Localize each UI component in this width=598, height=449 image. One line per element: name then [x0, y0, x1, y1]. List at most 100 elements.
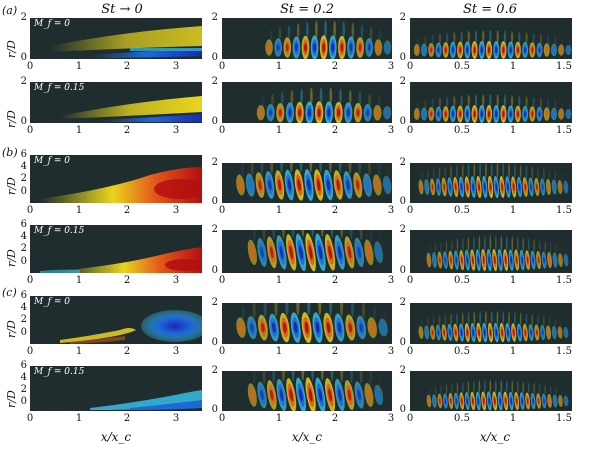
upper-lobe [500, 379, 503, 394]
xtick: 3 [387, 125, 395, 136]
upper-lobe [490, 310, 493, 325]
negative-lobe [553, 254, 557, 266]
upper-lobe [263, 303, 267, 318]
upper-lobe [432, 168, 435, 181]
negative-lobe [564, 397, 568, 405]
upper-lobe [519, 164, 522, 179]
xtick: 2 [123, 61, 131, 72]
upper-lobe [384, 308, 387, 321]
upper-lobe [372, 304, 376, 320]
panel-a-top-st02 [222, 18, 392, 59]
mach-label: M_f = 0 [34, 156, 71, 166]
field-c-bottom-st02 [247, 371, 384, 411]
xtick: 0 [26, 205, 34, 216]
ytick: 2 [399, 224, 406, 235]
xtick: 1 [275, 125, 283, 136]
xtick: 1.5 [556, 346, 572, 357]
xtick: 0 [218, 61, 226, 72]
negative-lobe [543, 256, 546, 264]
xtick: 2 [331, 346, 339, 357]
upper-lobe [511, 380, 514, 394]
negative-lobe [307, 178, 311, 192]
ytick: 2 [399, 12, 406, 23]
positive-lobe [439, 398, 441, 404]
positive-lobe [278, 109, 282, 117]
negative-lobe [271, 322, 276, 333]
ytick: 6 [20, 219, 27, 230]
positive-lobe [297, 179, 301, 191]
upper-lobe [348, 89, 352, 105]
negative-lobe [499, 255, 502, 265]
xtick: 1 [275, 413, 283, 424]
upper-lobe [525, 32, 528, 44]
negative-lobe [460, 329, 463, 337]
upper-lobe [460, 95, 463, 108]
panel-c-top-st06 [410, 303, 572, 344]
xtick: 2 [123, 413, 131, 424]
negative-lobe [337, 245, 342, 259]
upper-lobe [555, 386, 557, 396]
upper-lobe [548, 316, 551, 327]
negative-lobe [541, 329, 544, 336]
positive-lobe [358, 43, 362, 52]
upper-lobe [339, 88, 342, 104]
upper-lobe [305, 21, 309, 39]
upper-lobe [300, 88, 304, 104]
negative-lobe [359, 323, 364, 333]
upper-lobe [531, 314, 534, 326]
upper-lobe [473, 236, 475, 252]
upper-lobe [544, 241, 546, 254]
field-b-top-st06 [418, 163, 569, 199]
xtick: 0 [406, 346, 414, 357]
ytick: 2 [20, 173, 27, 184]
positive-lobe [261, 322, 265, 333]
upper-lobe [532, 33, 535, 44]
upper-lobe [377, 163, 381, 177]
upper-lobe [445, 384, 448, 395]
positive-lobe [477, 328, 480, 337]
negative-lobe [293, 321, 298, 334]
field-b-bottom-st0 [40, 247, 202, 273]
negative-lobe [488, 397, 491, 405]
upper-lobe [527, 382, 530, 395]
upper-lobe [473, 380, 475, 394]
xtick: 1 [509, 346, 517, 357]
positive-lobe [308, 245, 313, 260]
field-a-bottom-st06 [413, 94, 572, 123]
upper-lobe [537, 166, 539, 180]
upper-lobe [544, 384, 546, 396]
upper-lobe [525, 313, 528, 326]
xtick: 0.5 [454, 125, 470, 136]
negative-lobe [425, 327, 429, 338]
upper-lobe [311, 230, 314, 237]
positive-lobe [524, 183, 527, 191]
upper-lobe [474, 30, 478, 43]
upper-lobe [542, 167, 545, 181]
upper-lobe [241, 163, 244, 177]
upper-lobe [473, 311, 476, 325]
negative-lobe [552, 181, 556, 193]
upper-lobe [518, 31, 521, 44]
xtick: 0 [406, 125, 414, 136]
positive-lobe [502, 110, 505, 118]
upper-lobe [252, 371, 256, 386]
ytick: 2 [20, 314, 27, 325]
positive-lobe [535, 329, 538, 336]
panel-a-bottom-st02 [222, 82, 392, 123]
upper-lobe [388, 98, 391, 107]
upper-lobe [555, 243, 557, 255]
positive-lobe [289, 245, 294, 260]
positive-lobe [289, 388, 294, 402]
row-label-c: (c) [2, 286, 17, 299]
upper-lobe [290, 89, 294, 105]
positive-lobe [487, 110, 491, 118]
positive-lobe [438, 256, 441, 264]
negative-lobe [298, 245, 303, 260]
negative-lobe [318, 245, 323, 260]
ytick: 4 [20, 372, 27, 383]
upper-lobe [350, 303, 355, 318]
negative-lobe [483, 328, 486, 337]
negative-lobe [269, 109, 273, 117]
upper-lobe [319, 163, 323, 173]
negative-lobe [521, 397, 524, 405]
